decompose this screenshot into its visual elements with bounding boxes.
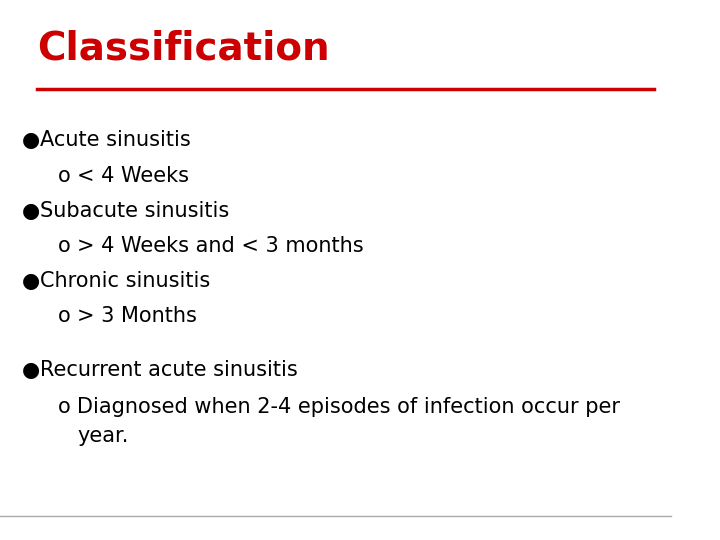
Text: Subacute sinusitis: Subacute sinusitis	[40, 200, 230, 221]
Text: Recurrent acute sinusitis: Recurrent acute sinusitis	[40, 360, 298, 380]
Text: Classification: Classification	[37, 30, 330, 68]
Text: > 4 Weeks and < 3 months: > 4 Weeks and < 3 months	[77, 235, 364, 256]
Text: ●: ●	[22, 360, 40, 380]
Text: o: o	[58, 235, 71, 256]
Text: > 3 Months: > 3 Months	[77, 306, 197, 326]
Text: ●: ●	[22, 130, 40, 151]
Text: ●: ●	[22, 200, 40, 221]
Text: o: o	[58, 397, 71, 417]
Text: Chronic sinusitis: Chronic sinusitis	[40, 271, 210, 291]
Text: o: o	[58, 306, 71, 326]
Text: < 4 Weeks: < 4 Weeks	[77, 165, 189, 186]
Text: Acute sinusitis: Acute sinusitis	[40, 130, 191, 151]
Text: ●: ●	[22, 271, 40, 291]
Text: o: o	[58, 165, 71, 186]
Text: Diagnosed when 2-4 episodes of infection occur per
year.: Diagnosed when 2-4 episodes of infection…	[77, 397, 620, 447]
